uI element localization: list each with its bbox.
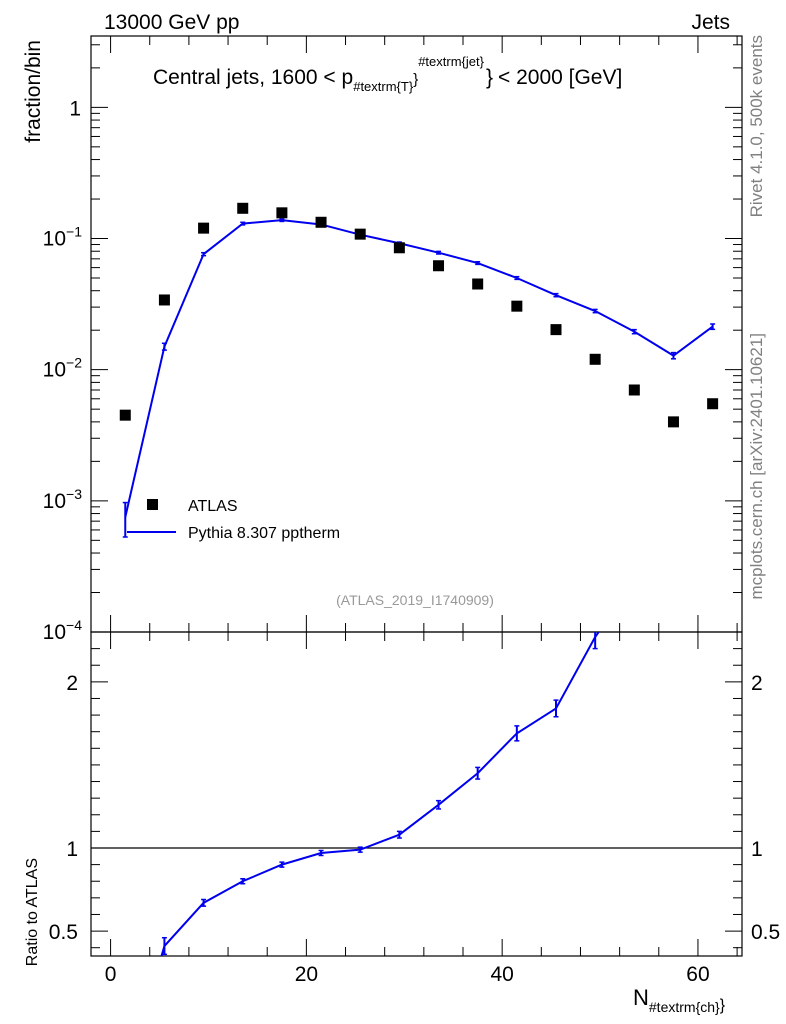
atlas-data-point — [315, 216, 327, 228]
x-axis-label: N#textrm{ch}} — [633, 985, 726, 1015]
legend-atlas-label: ATLAS — [188, 498, 238, 515]
atlas-data-point — [119, 409, 131, 421]
y-tick-label: 10−2 — [43, 355, 83, 382]
x-tick-label: 40 — [490, 963, 513, 986]
atlas-data-point — [511, 300, 523, 312]
y-tick-label: 10−3 — [43, 486, 83, 513]
ratio-axis-ticks — [91, 631, 742, 956]
atlas-data-point — [667, 416, 679, 428]
atlas-data-point — [276, 207, 288, 219]
x-tick-label: 0 — [105, 963, 117, 986]
main-axis-ticks — [91, 36, 742, 633]
x-tick-label: 60 — [686, 963, 709, 986]
atlas-data-point — [354, 228, 366, 240]
legend-pythia-label: Pythia 8.307 pptherm — [188, 525, 340, 542]
mcplots-reference-label: mcplots.cern.ch [arXiv:2401.10621] — [747, 333, 766, 599]
header-right: Jets — [691, 11, 730, 34]
title-subscript: #textrm{T} — [353, 79, 414, 94]
x-tick-labels: 0 20 40 60 — [105, 963, 710, 986]
legend: ATLAS Pythia 8.307 pptherm — [127, 498, 340, 542]
atlas-data-point — [589, 353, 601, 365]
header-left: 13000 GeV pp — [104, 11, 239, 34]
main-y-tick-labels: 10−4 10−3 10−2 10−1 1 — [43, 97, 83, 644]
mc-series — [122, 218, 716, 538]
ratio-panel: 0.5 0.5 1 1 2 2 0 20 40 60 Ratio to ATLAS N#text… — [24, 631, 780, 1015]
atlas-data-point — [393, 242, 405, 254]
ratio-y-tick-label-right: 1 — [751, 838, 763, 861]
ratio-y-tick-label-right: 0.5 — [751, 921, 780, 944]
ratio-frame — [90, 631, 743, 957]
rivet-version-label: Rivet 4.1.0, 500k events — [747, 35, 766, 217]
y-tick-label: 10−4 — [43, 617, 83, 644]
atlas-data-point — [433, 260, 445, 272]
x-axis-label-subscript: #textrm{ch} — [649, 999, 720, 1015]
atlas-data-point — [237, 202, 249, 214]
atlas-data-point — [628, 384, 640, 396]
y-axis-label: fraction/bin — [22, 40, 45, 143]
x-tick-label: 20 — [295, 963, 318, 986]
ratio-y-axis-label: Ratio to ATLAS — [24, 858, 41, 966]
title-tail: < 2000 [GeV] — [498, 66, 622, 89]
title-superscript: #textrm{jet} — [418, 54, 484, 69]
atlas-series — [119, 202, 719, 428]
ratio-y-tick-label-left: 2 — [66, 672, 78, 695]
x-axis-label-main: N — [633, 985, 649, 1010]
ratio-y-tick-label-left: 1 — [66, 838, 78, 861]
ratio-y-tick-label-left: 0.5 — [49, 921, 78, 944]
atlas-data-point — [472, 278, 484, 290]
y-tick-label: 10−1 — [43, 224, 83, 251]
atlas-data-point — [158, 294, 170, 306]
main-panel: 10−4 10−3 10−2 10−1 1 Central jets, 1600 < p… — [22, 35, 743, 644]
legend-atlas-marker — [147, 499, 158, 510]
ratio-series — [160, 632, 600, 956]
ratio-y-tick-labels: 0.5 0.5 1 1 2 2 — [49, 672, 780, 944]
mc-line — [124, 219, 714, 518]
ratio-y-tick-label-right: 2 — [751, 672, 763, 695]
y-tick-label: 1 — [69, 97, 81, 120]
analysis-watermark: (ATLAS_2019_I1740909) — [336, 592, 494, 608]
atlas-data-point — [198, 222, 210, 234]
plot-title: Central jets, 1600 < p#textrm{T}}#textrm… — [153, 54, 622, 94]
ratio-line — [160, 632, 600, 956]
atlas-data-point — [550, 324, 562, 336]
atlas-data-point — [707, 398, 719, 410]
title-main: Central jets, 1600 < p — [153, 66, 353, 89]
main-frame — [90, 35, 743, 633]
